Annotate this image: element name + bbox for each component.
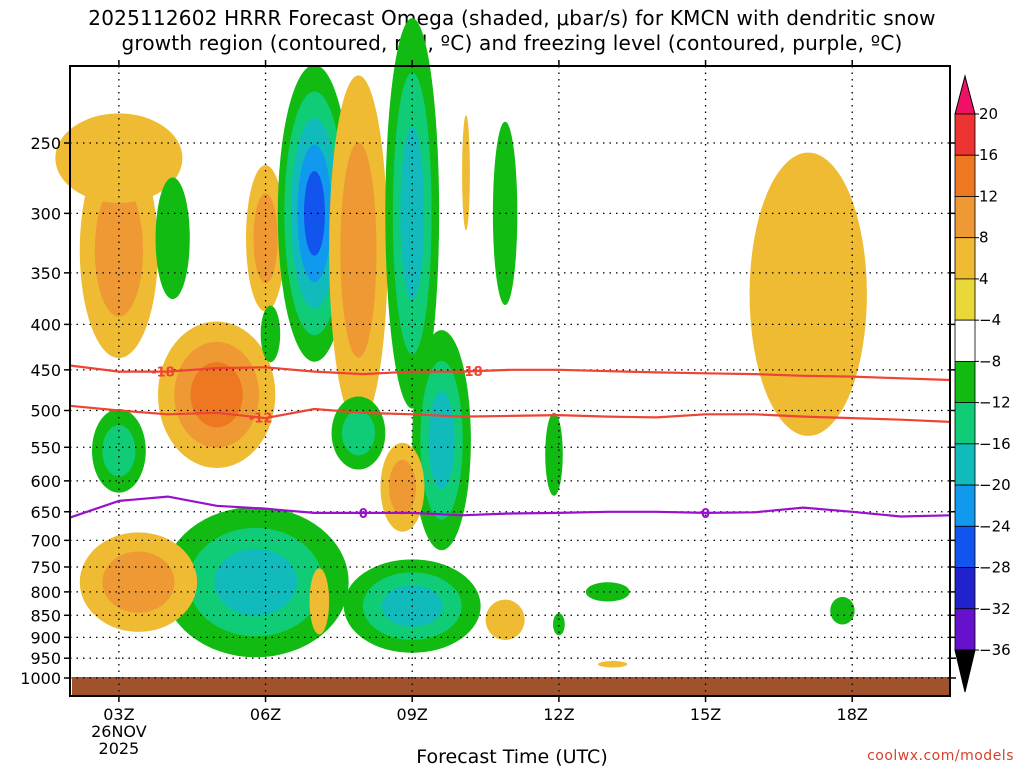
colorbar-label: −8	[979, 352, 1001, 370]
plot-frame	[69, 65, 951, 697]
x-tick-label: 03Z	[103, 705, 134, 724]
omega-cell	[749, 152, 867, 436]
colorbar-bin	[954, 154, 976, 197]
colorbar-bin	[954, 567, 976, 610]
omega-cell	[214, 548, 298, 616]
colorbar-label: 8	[979, 229, 989, 247]
chart-title-line1: 2025112602 HRRR Forecast Omega (shaded, …	[88, 6, 936, 30]
contour-line--12	[69, 404, 951, 423]
colorbar-label: −16	[979, 435, 1011, 453]
x-tick-label: 15Z	[690, 705, 721, 724]
colorbar-label: 4	[979, 270, 989, 288]
colorbar-bin	[954, 402, 976, 445]
x-date-label: 26NOV	[91, 722, 147, 741]
omega-cell	[155, 177, 190, 300]
colorbar-label: −24	[979, 517, 1011, 535]
contour-label: -18	[459, 365, 483, 380]
omega-cell	[428, 391, 455, 490]
y-tick-label: 850	[30, 606, 61, 625]
y-tick-label: 1000	[20, 669, 61, 688]
x-tick-label: 12Z	[543, 705, 574, 724]
contour-label: -18	[151, 366, 175, 381]
omega-cell	[553, 613, 565, 636]
contour-label: 0	[701, 507, 710, 522]
omega-cell	[102, 551, 175, 613]
ground-surface-bar	[72, 677, 949, 695]
colorbar-label: −28	[979, 559, 1011, 577]
x-tick-label: 06Z	[250, 705, 281, 724]
colorbar-label: 12	[979, 187, 998, 205]
colorbar-bin	[954, 196, 976, 239]
contour-label: -12	[249, 412, 273, 427]
omega-cell	[485, 599, 525, 641]
colorbar-label: −20	[979, 476, 1011, 494]
y-tick-label: 800	[30, 583, 61, 602]
omega-shading-layer	[55, 18, 867, 668]
omega-cell	[94, 183, 143, 317]
y-tick-label: 450	[30, 361, 61, 380]
omega-cell	[830, 596, 855, 625]
colorbar-label: 16	[979, 146, 998, 164]
colorbar-bin	[954, 237, 976, 280]
colorbar-label: −4	[979, 311, 1001, 329]
colorbar-bin	[954, 113, 976, 156]
y-tick-label: 650	[30, 503, 61, 522]
omega-cell	[341, 410, 375, 456]
contour-label: 0	[359, 507, 368, 522]
omega-cell	[190, 362, 243, 428]
x-tick-label: 09Z	[397, 705, 428, 724]
omega-cell	[545, 412, 563, 496]
omega-cell	[303, 170, 325, 256]
y-tick-label: 350	[30, 264, 61, 283]
x-tick-label: 18Z	[837, 705, 868, 724]
y-tick-label: 300	[30, 204, 61, 223]
y-tick-label: 700	[30, 531, 61, 550]
colorbar: 20 16 12 8 4 −4 −8 −12 −16 −20 −24 −28 −32 −36	[954, 74, 1011, 693]
axes-layer: 250 300 350 400 450 500 550 600 650 700 750 800 850 9…	[20, 60, 956, 758]
omega-cell	[253, 193, 278, 284]
omega-cell	[598, 661, 628, 668]
colorbar-bin	[954, 278, 976, 321]
omega-cell	[340, 142, 377, 358]
y-tick-label: 550	[30, 438, 61, 457]
grid-layer	[70, 66, 950, 696]
omega-cell	[309, 568, 330, 635]
colorbar-label: −32	[979, 600, 1011, 618]
y-tick-label: 950	[30, 649, 61, 668]
colorbar-label: −12	[979, 394, 1011, 412]
omega-cell	[492, 121, 518, 306]
y-tick-label: 750	[30, 558, 61, 577]
x-date-label: 2025	[99, 739, 140, 758]
colorbar-bin	[954, 360, 976, 404]
colorbar-bin	[954, 319, 976, 362]
colorbar-label: −36	[979, 641, 1011, 659]
y-tick-label: 500	[30, 402, 61, 421]
chart-title: 2025112602 HRRR Forecast Omega (shaded, …	[0, 6, 1024, 56]
colorbar-label: 20	[979, 105, 998, 123]
y-tick-label: 600	[30, 472, 61, 491]
colorbar-top-arrow	[954, 74, 976, 115]
colorbar-bin	[954, 484, 976, 527]
y-tick-label: 400	[30, 315, 61, 334]
colorbar-bin	[954, 608, 976, 651]
omega-cell	[400, 126, 425, 301]
omega-cell	[388, 459, 416, 515]
colorbar-bin	[954, 525, 976, 568]
omega-cell	[462, 115, 470, 231]
chart-title-line2: growth region (contoured, red, ºC) and f…	[121, 31, 903, 55]
colorbar-bottom-arrow	[954, 649, 976, 693]
y-tick-label: 250	[30, 134, 61, 153]
colorbar-bin	[954, 443, 976, 486]
contour-line--18	[69, 364, 951, 382]
omega-cell	[585, 582, 630, 602]
contour-layer: -18 -18 -12 0 0	[69, 364, 951, 522]
contour-line-0	[69, 495, 951, 519]
credit-text[interactable]: coolwx.com/models	[867, 748, 1014, 764]
y-tick-label: 900	[30, 628, 61, 647]
x-axis-label: Forecast Time (UTC)	[416, 746, 608, 768]
omega-cell	[260, 305, 281, 363]
